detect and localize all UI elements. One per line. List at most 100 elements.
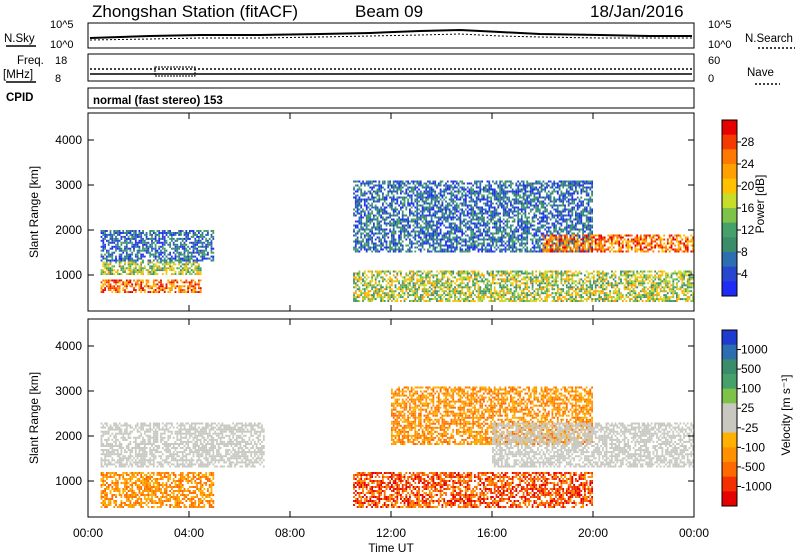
heatmap-cell bbox=[374, 276, 377, 279]
heatmap-cell bbox=[167, 235, 170, 238]
heatmap-cell bbox=[621, 270, 624, 273]
heatmap-cell bbox=[176, 232, 179, 234]
heatmap-cell bbox=[455, 290, 458, 293]
heatmap-cell bbox=[670, 272, 673, 275]
heatmap-cell bbox=[419, 278, 422, 281]
heatmap-cell bbox=[497, 192, 500, 195]
heatmap-cell bbox=[151, 253, 153, 256]
heatmap-cell bbox=[468, 228, 471, 231]
heatmap-cell bbox=[565, 292, 568, 295]
heatmap-cell bbox=[371, 210, 373, 213]
heatmap-cell bbox=[474, 242, 476, 245]
heatmap-cell bbox=[495, 198, 498, 201]
heatmap-cell bbox=[436, 224, 438, 227]
heatmap-cell bbox=[481, 242, 483, 245]
heatmap-cell bbox=[194, 251, 197, 254]
heatmap-cell bbox=[172, 243, 175, 246]
heatmap-cell bbox=[474, 286, 476, 289]
heatmap-cell bbox=[486, 180, 489, 183]
heatmap-cell bbox=[382, 194, 384, 197]
heatmap-cell bbox=[663, 278, 666, 281]
heatmap-cell bbox=[158, 251, 161, 254]
heatmap-cell bbox=[674, 270, 676, 273]
heatmap-cell bbox=[591, 294, 593, 297]
heatmap-cell bbox=[497, 186, 500, 189]
heatmap-cell bbox=[605, 288, 608, 291]
heatmap-cell bbox=[423, 186, 426, 189]
heatmap-cell bbox=[389, 298, 391, 301]
heatmap-cell bbox=[400, 180, 402, 183]
heatmap-cell bbox=[367, 242, 370, 245]
heatmap-cell bbox=[374, 278, 377, 281]
heatmap-cell bbox=[380, 242, 382, 245]
heatmap-cell bbox=[475, 280, 478, 283]
heatmap-cell bbox=[367, 228, 370, 231]
heatmap-cell bbox=[207, 243, 209, 246]
heatmap-cell bbox=[483, 290, 485, 293]
heatmap-cell bbox=[414, 198, 417, 201]
heatmap-cell bbox=[652, 294, 655, 297]
heatmap-cell bbox=[475, 222, 478, 225]
heatmap-cell bbox=[192, 251, 195, 254]
heatmap-cell bbox=[106, 273, 108, 275]
heatmap-cell bbox=[434, 238, 437, 241]
heatmap-cell bbox=[398, 270, 400, 273]
heatmap-cell bbox=[455, 228, 458, 231]
heatmap-cell bbox=[468, 226, 471, 229]
heatmap-cell bbox=[479, 200, 482, 203]
heatmap-cell bbox=[212, 257, 215, 260]
heatmap-cell bbox=[434, 288, 437, 291]
heatmap-cell bbox=[140, 267, 143, 270]
heatmap-cell bbox=[373, 246, 375, 249]
heatmap-cell bbox=[109, 287, 112, 290]
heatmap-cell bbox=[196, 283, 198, 286]
heatmap-cell bbox=[194, 285, 197, 288]
heatmap-cell bbox=[452, 180, 455, 183]
heatmap-cell bbox=[493, 274, 496, 277]
heatmap-cell bbox=[398, 294, 400, 297]
heatmap-cell bbox=[636, 272, 639, 275]
heatmap-cell bbox=[367, 246, 370, 249]
heatmap-cell bbox=[382, 300, 384, 302]
heatmap-cell bbox=[472, 190, 474, 193]
heatmap-cell bbox=[369, 212, 372, 215]
heatmap-cell bbox=[665, 296, 667, 299]
heatmap-cell bbox=[190, 241, 193, 244]
heatmap-cell bbox=[151, 287, 153, 290]
heatmap-cell bbox=[436, 284, 438, 287]
heatmap-cell bbox=[468, 190, 471, 193]
heatmap-cell bbox=[688, 290, 691, 293]
heatmap-cell bbox=[374, 214, 377, 217]
heatmap-cell bbox=[414, 194, 417, 197]
heatmap-cell bbox=[414, 284, 417, 287]
heatmap-cell bbox=[360, 184, 363, 187]
heatmap-cell bbox=[464, 224, 467, 227]
heatmap-cell bbox=[383, 206, 386, 209]
heatmap-cell bbox=[140, 279, 143, 282]
heatmap-cell bbox=[657, 276, 660, 279]
heatmap-cell bbox=[643, 288, 646, 291]
heatmap-cell bbox=[396, 190, 399, 193]
heatmap-cell bbox=[483, 236, 485, 239]
heatmap-cell bbox=[196, 291, 198, 293]
heatmap-cell bbox=[360, 236, 363, 239]
heatmap-cell bbox=[371, 202, 373, 205]
heatmap-cell bbox=[416, 282, 419, 285]
heatmap-cell bbox=[190, 255, 193, 258]
heatmap-cell bbox=[448, 296, 451, 299]
cpid-panel-frame bbox=[87, 87, 695, 109]
heatmap-cell bbox=[374, 208, 377, 211]
heatmap-cell bbox=[656, 296, 658, 299]
heatmap-cell bbox=[690, 290, 693, 293]
heatmap-cell bbox=[356, 198, 359, 201]
heatmap-cell bbox=[165, 255, 168, 258]
heatmap-cell bbox=[490, 292, 492, 295]
heatmap-cell bbox=[124, 249, 126, 252]
heatmap-cell bbox=[479, 232, 482, 235]
heatmap-cell bbox=[376, 206, 379, 209]
heatmap-cell bbox=[405, 228, 408, 231]
heatmap-cell bbox=[412, 180, 415, 183]
heatmap-cell bbox=[385, 246, 388, 249]
heatmap-cell bbox=[448, 240, 451, 243]
heatmap-cell bbox=[472, 228, 474, 231]
